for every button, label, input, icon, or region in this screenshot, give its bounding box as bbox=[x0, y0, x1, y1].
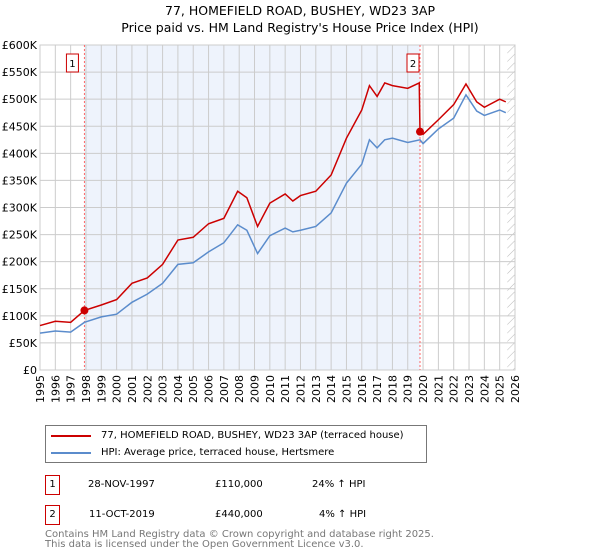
property-price-line bbox=[39, 81, 507, 327]
transaction-date: 11-OCT-2019 bbox=[89, 509, 155, 520]
y-tick-label: £300K bbox=[2, 202, 38, 215]
y-tick-label: £500K bbox=[2, 93, 38, 106]
legend-swatch-hpi bbox=[51, 451, 91, 454]
footer-copyright: Contains HM Land Registry data © Crown c… bbox=[45, 529, 434, 540]
x-tick-label: 2006 bbox=[203, 375, 216, 403]
sale-label: 2 bbox=[410, 59, 416, 70]
plot-border bbox=[39, 44, 516, 371]
price-chart: 1995 1996 1997 1998 1999 2000 2001 2002 2003 2004… bbox=[2, 39, 522, 403]
legend-label-property: 77, HOMEFIELD ROAD, BUSHEY, WD23 3AP (te… bbox=[101, 430, 404, 441]
x-tick-label: 2023 bbox=[463, 375, 476, 403]
sale-point bbox=[416, 127, 424, 136]
chart-title: 77, HOMEFIELD ROAD, BUSHEY, WD23 3AP bbox=[165, 3, 435, 18]
x-tick-label: 2014 bbox=[325, 375, 338, 403]
y-tick-label: £200K bbox=[2, 256, 38, 269]
x-tick-label: 2012 bbox=[294, 375, 307, 403]
legend-label-hpi: HPI: Average price, terraced house, Hert… bbox=[101, 447, 335, 458]
x-tick-label: 2019 bbox=[402, 375, 415, 403]
x-tick-label: 2022 bbox=[448, 375, 461, 403]
sale-label-box bbox=[406, 53, 420, 73]
y-tick-label: £0 bbox=[23, 364, 37, 377]
transaction-hpi: 24% ↑ HPI bbox=[312, 479, 366, 490]
x-tick-label: 2003 bbox=[157, 375, 170, 403]
x-tick-label: 1996 bbox=[49, 375, 62, 403]
x-tick-label: 1997 bbox=[65, 375, 78, 403]
x-tick-label: 2007 bbox=[218, 375, 231, 403]
x-tick-label: 2010 bbox=[264, 375, 277, 403]
x-tick-label: 2020 bbox=[417, 375, 430, 403]
x-tick-label: 2013 bbox=[310, 375, 323, 403]
x-tick-label: 2002 bbox=[141, 375, 154, 403]
transaction-marker: 1 bbox=[45, 475, 60, 495]
y-tick-label: £600K bbox=[2, 39, 38, 52]
x-tick-label: 2004 bbox=[172, 375, 185, 403]
x-tick-label: 2021 bbox=[432, 375, 445, 403]
x-tick-label: 2026 bbox=[509, 375, 522, 403]
y-tick-label: £150K bbox=[2, 283, 38, 296]
x-tick-label: 1998 bbox=[80, 375, 93, 403]
x-tick-label: 2017 bbox=[371, 375, 384, 403]
transaction-marker: 2 bbox=[45, 505, 60, 525]
x-tick-label: 2009 bbox=[249, 375, 262, 403]
y-tick-label: £50K bbox=[9, 337, 38, 350]
x-tick-label: 2005 bbox=[187, 375, 200, 403]
x-tick-label: 2025 bbox=[494, 375, 507, 403]
transaction-price: £110,000 bbox=[215, 479, 263, 490]
y-tick-label: £400K bbox=[2, 147, 38, 160]
y-tick-label: £550K bbox=[2, 66, 38, 79]
x-tick-label: 2024 bbox=[478, 375, 491, 403]
footer-licence: This data is licensed under the Open Gov… bbox=[45, 539, 364, 550]
x-tick-label: 1999 bbox=[95, 375, 108, 403]
transaction-price: £440,000 bbox=[215, 509, 263, 520]
chart-subtitle: Price paid vs. HM Land Registry's House … bbox=[121, 20, 479, 35]
x-tick-label: 2001 bbox=[126, 375, 139, 403]
x-tick-label: 2018 bbox=[386, 375, 399, 403]
legend: 77, HOMEFIELD ROAD, BUSHEY, WD23 3AP (te… bbox=[45, 425, 427, 463]
transaction-hpi: 4% ↑ HPI bbox=[319, 509, 367, 520]
x-tick-label: 2011 bbox=[279, 375, 292, 403]
y-tick-label: £450K bbox=[2, 120, 38, 133]
x-tick-label: 2016 bbox=[356, 375, 369, 403]
x-tick-label: 2008 bbox=[233, 375, 246, 403]
legend-swatch-property bbox=[51, 434, 91, 437]
transaction-row: 2 11-OCT-2019 £440,000 4% ↑ HPI bbox=[45, 505, 445, 525]
sale-label-box bbox=[65, 53, 79, 73]
x-tick-label: 2015 bbox=[340, 375, 353, 403]
transaction-row: 1 28-NOV-1997 £110,000 24% ↑ HPI bbox=[45, 475, 445, 495]
y-tick-label: £250K bbox=[2, 229, 38, 242]
x-tick-label: 2000 bbox=[111, 375, 124, 403]
footer: Contains HM Land Registry data © Crown c… bbox=[45, 530, 434, 550]
x-tick-label: 1995 bbox=[34, 375, 47, 403]
sale-point bbox=[80, 306, 89, 315]
hpi-line bbox=[39, 93, 507, 334]
y-tick-label: £100K bbox=[2, 310, 38, 323]
y-tick-label: £350K bbox=[2, 174, 38, 187]
transaction-date: 28-NOV-1997 bbox=[88, 479, 155, 490]
sale-label: 1 bbox=[69, 59, 75, 70]
